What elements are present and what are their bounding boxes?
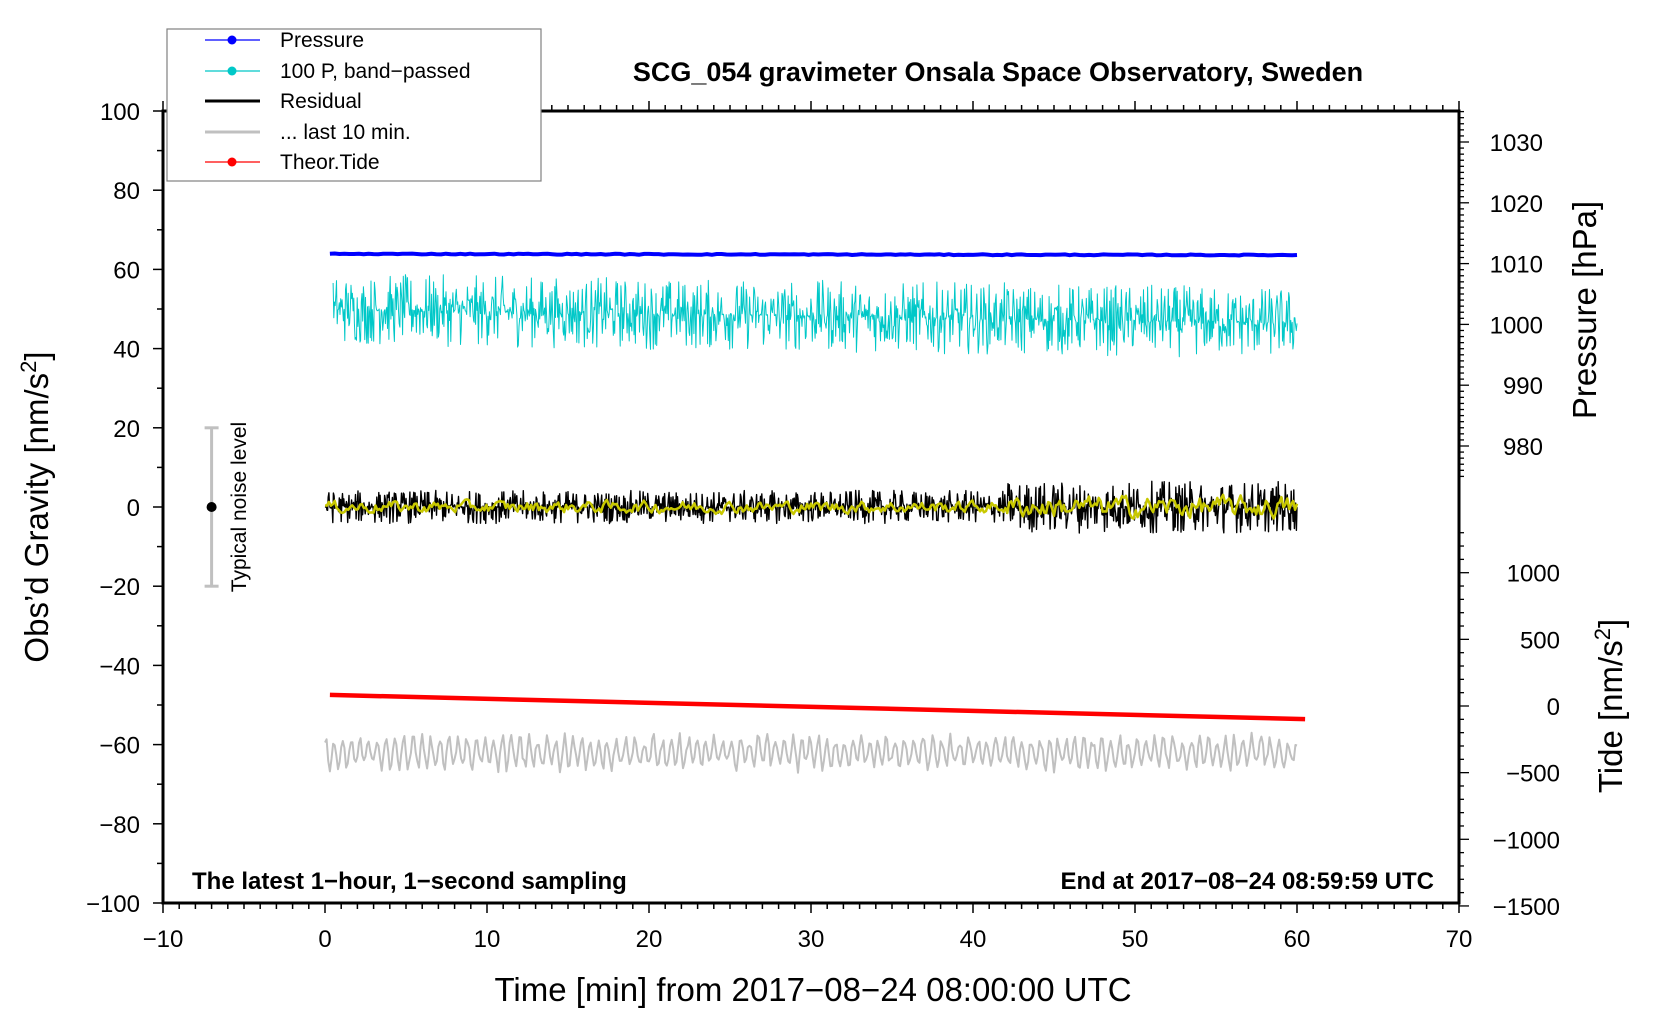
legend-label: Residual [280, 90, 362, 113]
y-axis-pressure-title: Pressure [hPa] [1566, 201, 1603, 419]
y-tick-label: 40 [113, 337, 140, 364]
legend-box [166, 28, 542, 182]
legend-label: ... last 10 min. [280, 121, 411, 144]
legend-item: ... last 10 min. [205, 121, 411, 144]
chart-title: SCG_054 gravimeter Onsala Space Observat… [633, 57, 1363, 87]
tide-tick-label: 500 [1520, 627, 1560, 654]
legend-label: Theor.Tide [280, 151, 380, 174]
tide-tick-label: −1500 [1493, 894, 1560, 921]
pressure-tick-label: 1010 [1490, 252, 1543, 279]
y-tick-label: 0 [127, 495, 140, 522]
x-tick-label: −10 [143, 926, 184, 953]
x-tick-label: 60 [1284, 926, 1311, 953]
series-last-10-min [324, 731, 1298, 774]
legend-item: 100 P, band−passed [205, 60, 471, 83]
legend: Pressure 100 P, band−passed Residual ... la… [166, 28, 542, 182]
y-tick-label: −20 [99, 574, 140, 601]
x-tick-label: 50 [1122, 926, 1149, 953]
y-tick-label: −100 [86, 891, 140, 918]
legend-swatch-marker [227, 35, 237, 45]
bottom-right-note: End at 2017−08−24 08:59:59 UTC [1060, 868, 1434, 895]
y-axis-left-title: Obs’d Gravity [nm/s2] [16, 351, 55, 662]
pressure-tick-label: 1020 [1490, 191, 1543, 218]
legend-item: Theor.Tide [205, 151, 380, 174]
tide-tick-label: −1000 [1493, 827, 1560, 854]
x-tick-label: 10 [474, 926, 501, 953]
noise-level-indicator: Typical noise level [204, 422, 251, 592]
x-tick-label: 30 [798, 926, 825, 953]
bottom-left-note: The latest 1−hour, 1−second sampling [192, 868, 627, 895]
y-tick-label: −60 [99, 733, 140, 760]
y-tick-label: −40 [99, 653, 140, 680]
legend-swatch-marker [227, 66, 237, 76]
noise-label: Typical noise level [228, 422, 251, 592]
y-tick-label: 100 [100, 99, 140, 126]
x-axis-title: Time [min] from 2017−08−24 08:00:00 UTC [494, 971, 1131, 1008]
y-tick-label: 60 [113, 257, 140, 284]
legend-swatch-marker [227, 157, 237, 167]
tide-tick-label: −500 [1506, 761, 1560, 788]
y-tick-label: −80 [99, 812, 140, 839]
ticks-layer: −10 0 10 20 30 40 50 60 70100806040200−20−40−60−… [86, 99, 1560, 953]
legend-label: Pressure [280, 29, 364, 52]
series-layer [324, 251, 1306, 774]
pressure-tick-label: 1030 [1490, 130, 1543, 157]
pressure-tick-label: 990 [1503, 373, 1543, 400]
x-tick-label: 0 [318, 926, 331, 953]
pressure-tick-label: 1000 [1490, 312, 1543, 339]
x-tick-label: 70 [1446, 926, 1473, 953]
legend-item: Residual [205, 90, 362, 113]
legend-label: 100 P, band−passed [280, 60, 471, 83]
series-residual-smoothed [324, 493, 1299, 520]
x-tick-label: 20 [636, 926, 663, 953]
tide-tick-label: 1000 [1507, 561, 1560, 588]
series-theoretical-tide [329, 692, 1306, 722]
y-tick-label: 20 [113, 416, 140, 443]
y-tick-label: 80 [113, 178, 140, 205]
pressure-tick-label: 980 [1503, 434, 1543, 461]
tide-tick-label: 0 [1547, 694, 1560, 721]
x-tick-label: 40 [960, 926, 987, 953]
noise-bar-center-dot [206, 502, 217, 512]
y-axis-tide-title: Tide [nm/s2] [1590, 619, 1629, 793]
legend-item: Pressure [205, 29, 364, 52]
series-pressure [329, 251, 1298, 258]
series-pressure-band-passed [332, 274, 1298, 358]
